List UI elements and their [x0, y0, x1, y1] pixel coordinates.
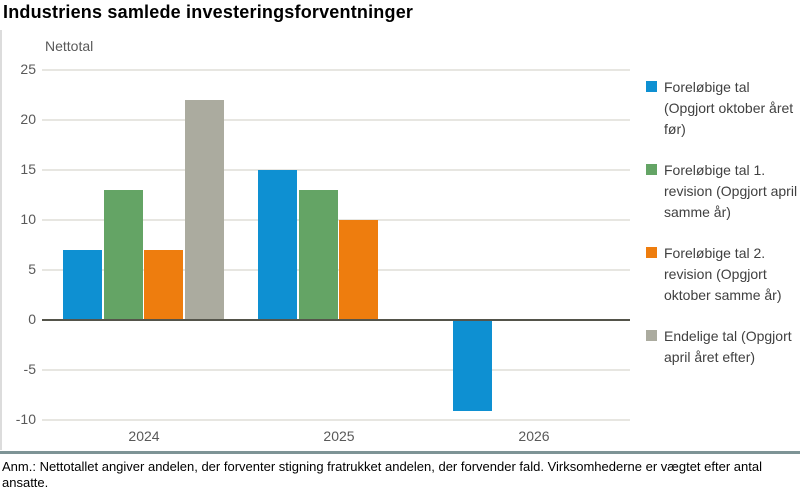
gridline: [42, 419, 630, 421]
zero-axis-line: [42, 319, 630, 321]
bar-2025-series1: [258, 170, 297, 320]
legend-swatch-1: [646, 81, 657, 92]
y-tick-label: 20: [20, 111, 36, 127]
y-tick-label: -10: [15, 411, 36, 427]
bar-2024-series4: [184, 100, 224, 320]
bar-2025-series2: [298, 190, 338, 320]
bar-2026-series1: [453, 321, 492, 411]
note-separator: [0, 451, 800, 454]
bar-2024-series2: [103, 190, 143, 320]
bar-2025-series3: [339, 220, 378, 320]
legend-entry-4: Endelige tal (Opgjort april året efter): [646, 326, 800, 368]
legend-entry-2: Foreløbige tal 1. revision (Opgjort apri…: [646, 160, 800, 223]
legend-swatch-3: [646, 247, 657, 258]
legend-swatch-4: [646, 330, 657, 341]
x-tick-label: 2024: [128, 428, 160, 444]
gridline: [42, 169, 630, 171]
gridline: [42, 69, 630, 71]
y-tick-label: 0: [28, 311, 36, 327]
legend: Foreløbige tal (Opgjort oktober året før…: [646, 77, 800, 368]
x-tick-label: 2026: [518, 428, 550, 444]
y-tick-label: 15: [20, 161, 36, 177]
left-edge-line: [0, 30, 2, 450]
bar-2024-series1: [63, 250, 102, 320]
y-tick-label: -5: [23, 361, 36, 377]
y-tick-label: 5: [28, 261, 36, 277]
legend-label-2: Foreløbige tal 1. revision (Opgjort apri…: [664, 162, 798, 220]
legend-entry-1: Foreløbige tal (Opgjort oktober året før…: [646, 77, 800, 140]
legend-label-3: Foreløbige tal 2. revision (Opgjort okto…: [664, 245, 782, 303]
bar-2024-series3: [144, 250, 183, 320]
legend-entry-3: Foreløbige tal 2. revision (Opgjort okto…: [646, 243, 800, 306]
legend-swatch-2: [646, 164, 657, 175]
y-tick-label: 10: [20, 211, 36, 227]
y-tick-label: 25: [20, 61, 36, 77]
gridline: [42, 119, 630, 121]
legend-label-4: Endelige tal (Opgjort april året efter): [664, 328, 792, 365]
gridline: [42, 369, 630, 371]
y-axis-label: Nettotal: [45, 38, 94, 54]
note-text: Anm.: Nettotallet angiver andelen, der f…: [2, 459, 762, 490]
x-tick-label: 2025: [323, 428, 355, 444]
legend-label-1: Foreløbige tal (Opgjort oktober året før…: [664, 79, 794, 137]
chart-title: Industriens samlede investeringsforventn…: [3, 2, 414, 22]
